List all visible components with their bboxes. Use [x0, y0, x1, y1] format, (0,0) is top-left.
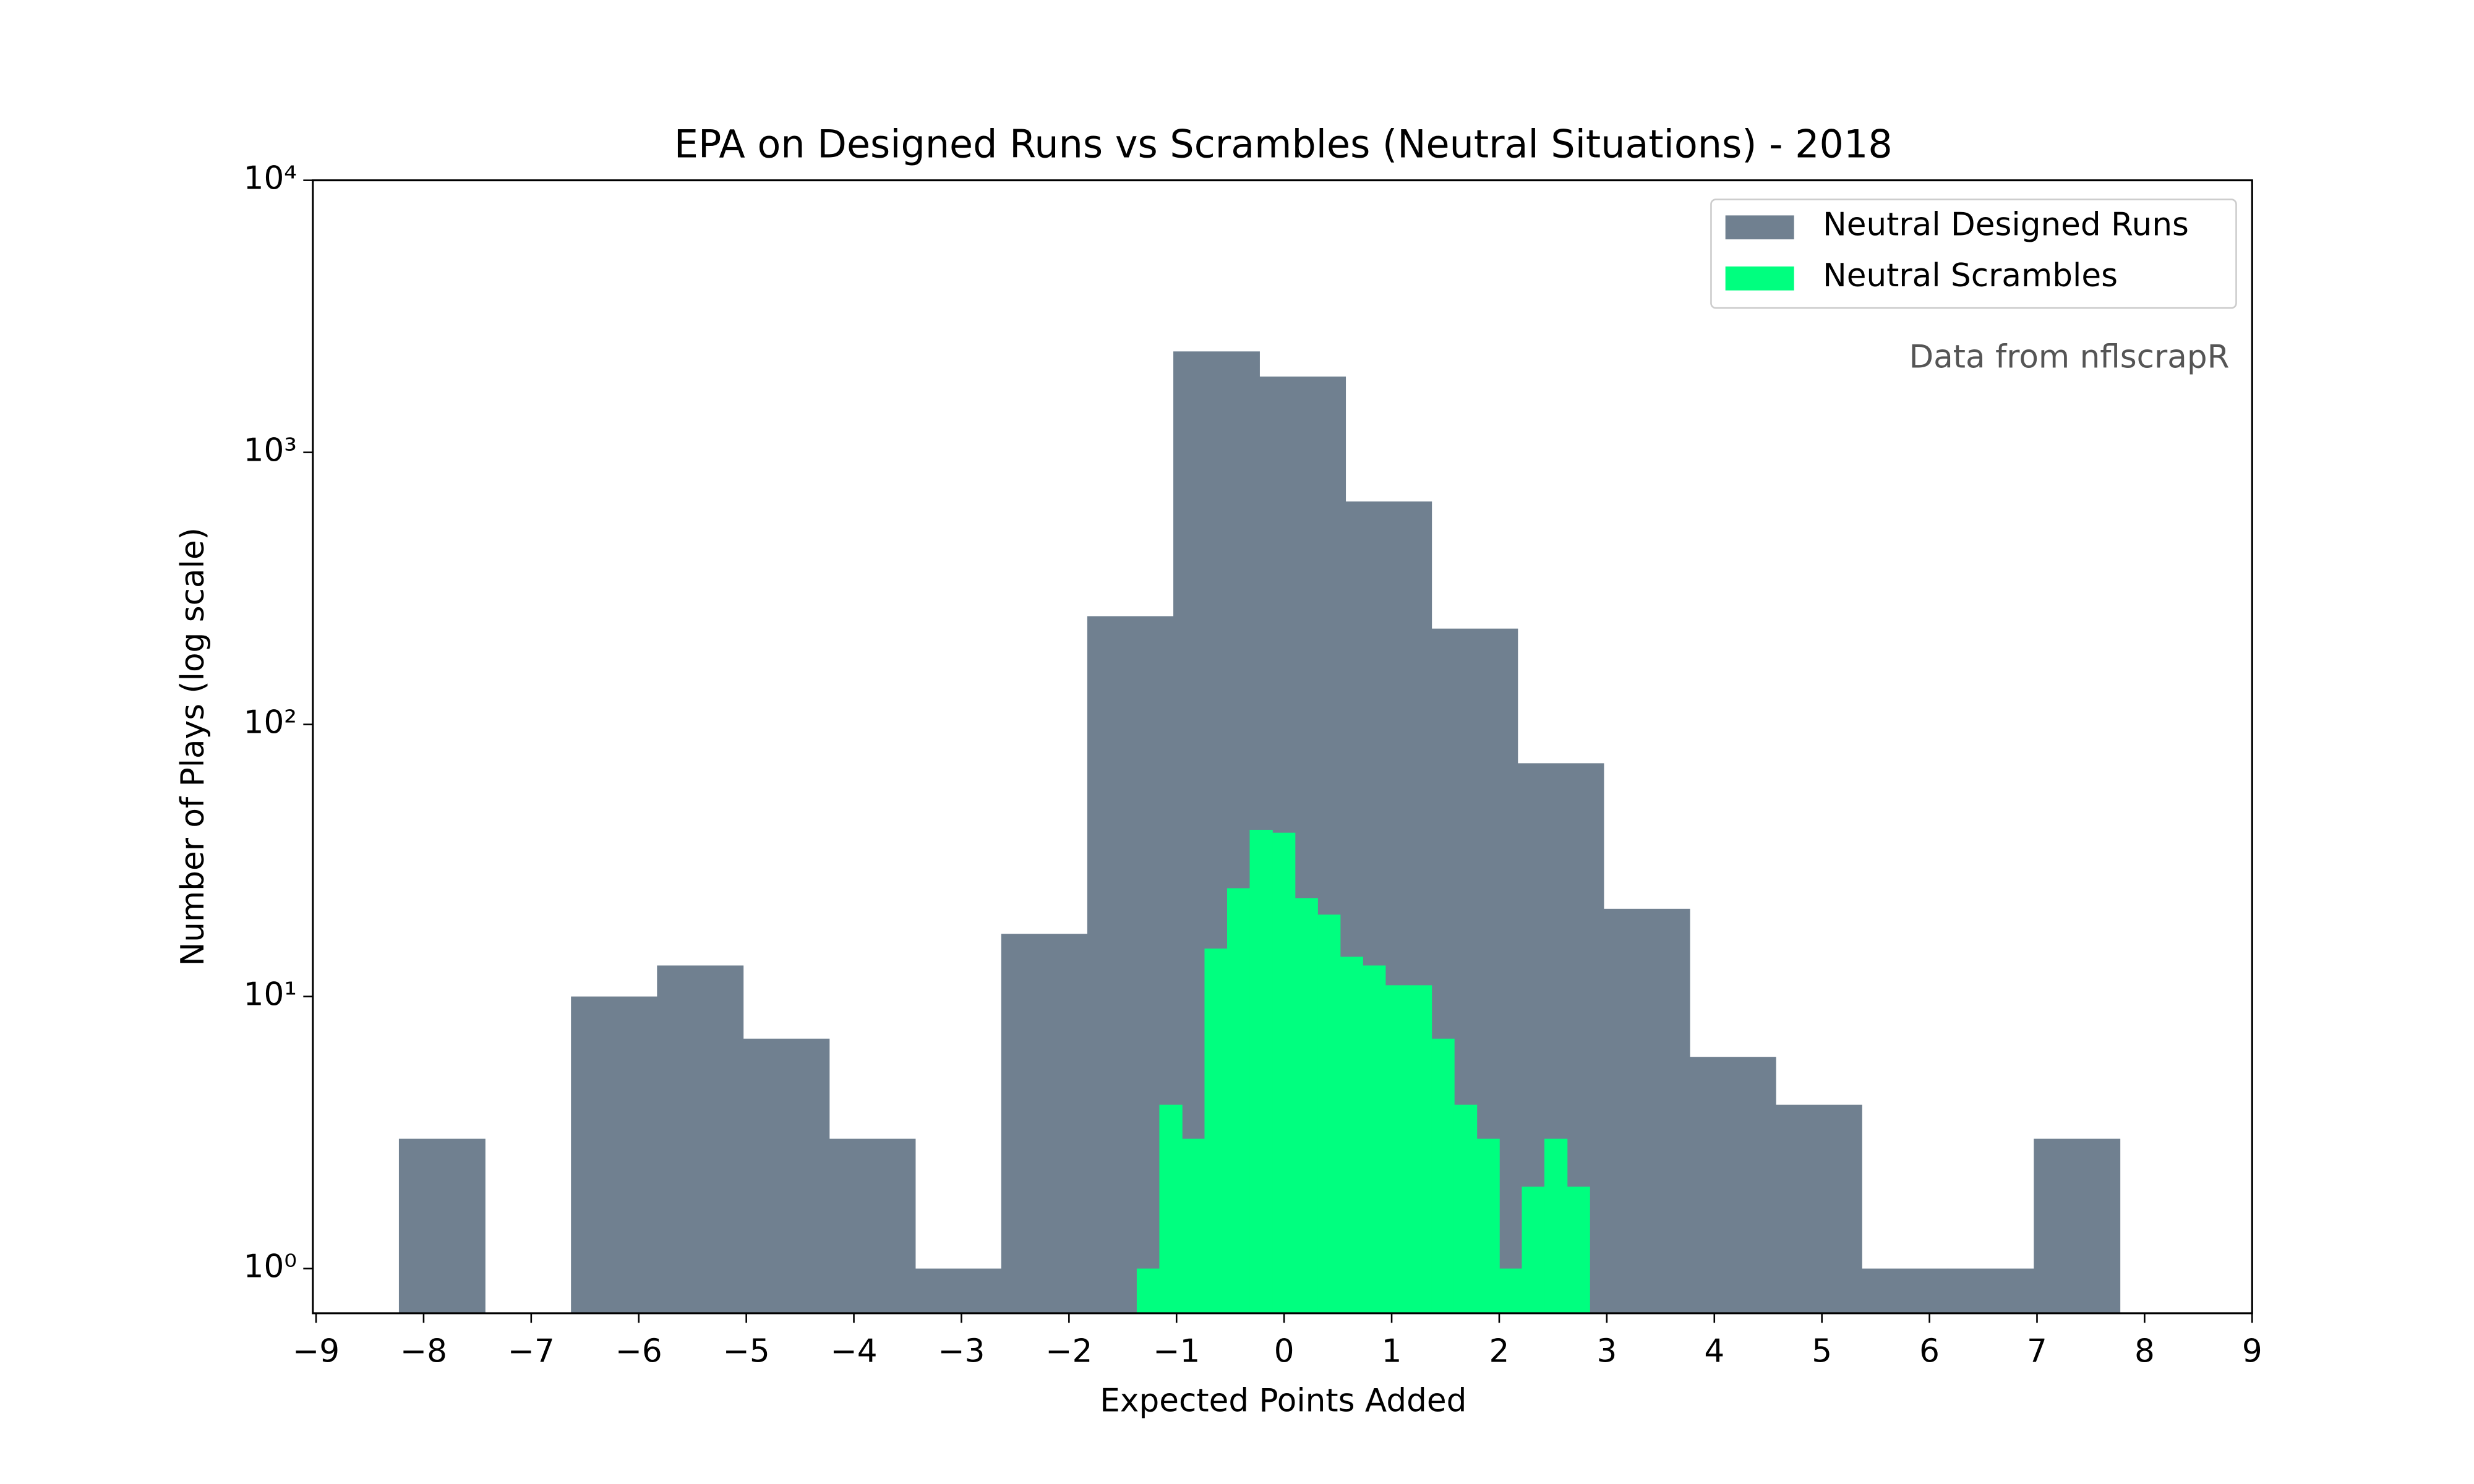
histogram-bar: [1775, 1104, 1862, 1313]
histogram-bar: [1136, 1268, 1160, 1313]
x-tick-label: −1: [1153, 1333, 1200, 1370]
histogram-bar: [1295, 898, 1318, 1313]
y-tick-label: 10³: [244, 432, 297, 469]
histogram-bar: [915, 1268, 1002, 1313]
x-tick-label: 0: [1274, 1333, 1295, 1370]
x-tick-label: 5: [1812, 1333, 1832, 1370]
histogram-bar: [1408, 985, 1432, 1313]
histogram-bar: [1689, 1057, 1776, 1313]
histogram-bar: [1317, 915, 1341, 1313]
y-axis-label: Number of Plays (log scale): [174, 527, 212, 966]
y-tick-label: 10⁴: [244, 160, 297, 197]
legend-box: [1710, 198, 2237, 309]
histogram-bar: [1385, 985, 1408, 1313]
x-axis-label: Expected Points Added: [1100, 1382, 1466, 1419]
x-tick-label: −2: [1045, 1333, 1092, 1370]
histogram-bar: [1544, 1138, 1568, 1313]
x-tick-label: 8: [2134, 1333, 2155, 1370]
histogram-bar: [1249, 829, 1273, 1313]
histogram-bar: [1340, 957, 1363, 1313]
legend-swatch: [1725, 266, 1794, 291]
histogram-bar: [743, 1038, 830, 1313]
chart-title: EPA on Designed Runs vs Scrambles (Neutr…: [674, 122, 1893, 166]
histogram-bar: [1226, 888, 1251, 1313]
x-tick-label: −7: [508, 1333, 555, 1370]
x-tick-label: 3: [1596, 1333, 1617, 1370]
histogram-bar: [1159, 1104, 1183, 1313]
histogram-bar: [1862, 1268, 1948, 1313]
y-tick-label: 10²: [244, 704, 297, 741]
x-tick-label: 2: [1489, 1333, 1510, 1370]
histogram-bar: [1567, 1187, 1590, 1313]
axes-frame: [312, 179, 2253, 1315]
x-tick-label: −5: [723, 1333, 770, 1370]
x-tick-label: 6: [1919, 1333, 1940, 1370]
x-tick-label: 7: [2027, 1333, 2047, 1370]
histogram-bar: [2034, 1138, 2121, 1313]
histogram-bar: [1431, 1038, 1455, 1313]
legend-label: Neutral Scrambles: [1823, 257, 2118, 294]
plot-area: [398, 351, 2121, 1313]
histogram-bar: [1948, 1268, 2035, 1313]
legend-label: Neutral Designed Runs: [1823, 206, 2189, 243]
x-tick-label: −8: [400, 1333, 447, 1370]
histogram-bar: [1603, 908, 1690, 1313]
histogram-bar: [657, 965, 744, 1313]
histogram-bar: [1453, 1104, 1478, 1313]
histogram-bar: [1272, 832, 1296, 1313]
histogram-bar: [1204, 949, 1228, 1313]
x-tick-label: −9: [293, 1333, 340, 1370]
legend-swatch: [1725, 215, 1794, 240]
histogram-bar: [1499, 1268, 1523, 1313]
histogram-bar: [829, 1138, 916, 1313]
annotation: Data from nflscrapR: [1909, 339, 2229, 376]
x-tick-label: −4: [830, 1333, 877, 1370]
histogram-bar: [398, 1138, 486, 1313]
histogram-bar: [1476, 1138, 1500, 1313]
histogram-bar: [1181, 1138, 1205, 1313]
x-tick-label: 4: [1704, 1333, 1724, 1370]
x-tick-label: 1: [1382, 1333, 1402, 1370]
histogram-bar: [1522, 1187, 1545, 1313]
x-tick-label: −6: [615, 1333, 662, 1370]
y-tick-label: 10⁰: [244, 1248, 297, 1286]
histogram-bar: [571, 996, 658, 1313]
histogram-bar: [1001, 934, 1088, 1313]
x-tick-label: −3: [938, 1333, 985, 1370]
histogram-bar: [1363, 965, 1386, 1313]
x-tick-label: 9: [2242, 1333, 2262, 1370]
y-tick-label: 10¹: [244, 976, 297, 1013]
